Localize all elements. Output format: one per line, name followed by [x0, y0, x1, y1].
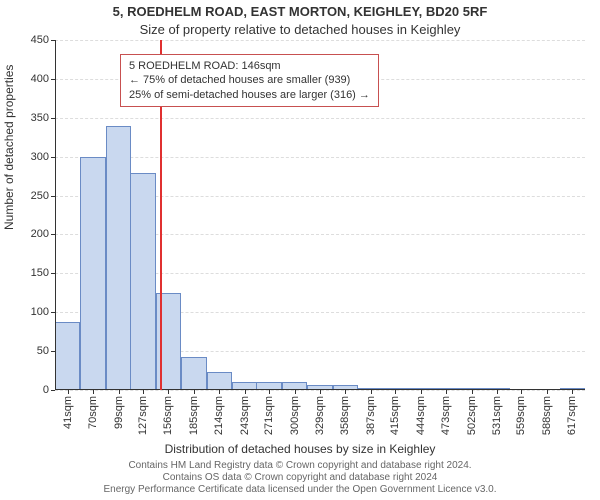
x-tick-mark	[371, 390, 372, 394]
chart-title-address: 5, ROEDHELM ROAD, EAST MORTON, KEIGHLEY,…	[0, 4, 600, 19]
x-tick-mark	[168, 390, 169, 394]
x-tick-mark	[345, 390, 346, 394]
x-tick-mark	[421, 390, 422, 394]
footer-line-3: Energy Performance Certificate data lice…	[0, 484, 600, 496]
y-axis-title: Number of detached properties	[2, 65, 16, 230]
x-tick-label: 444sqm	[415, 396, 427, 435]
x-tick-mark	[497, 390, 498, 394]
chart-container: 5, ROEDHELM ROAD, EAST MORTON, KEIGHLEY,…	[0, 0, 600, 500]
x-tick-mark	[143, 390, 144, 394]
x-tick-label: 41sqm	[62, 396, 74, 429]
annotation-callout: 5 ROEDHELM ROAD: 146sqm ← 75% of detache…	[120, 54, 379, 107]
x-tick-mark	[269, 390, 270, 394]
y-tick-label: 400	[31, 73, 55, 85]
annotation-layer: 5 ROEDHELM ROAD: 146sqm ← 75% of detache…	[55, 40, 585, 390]
x-tick-label: 502sqm	[466, 396, 478, 435]
x-tick-label: 214sqm	[213, 396, 225, 435]
x-axis-title: Distribution of detached houses by size …	[0, 442, 600, 456]
x-tick-label: 70sqm	[87, 396, 99, 429]
footer-line-2: Contains OS data © Crown copyright and d…	[0, 472, 600, 484]
x-tick-label: 531sqm	[491, 396, 503, 435]
x-tick-mark	[68, 390, 69, 394]
x-tick-label: 99sqm	[113, 396, 125, 429]
chart-subtitle: Size of property relative to detached ho…	[0, 22, 600, 37]
x-tick-label: 156sqm	[162, 396, 174, 435]
y-tick-label: 300	[31, 151, 55, 163]
y-tick-label: 250	[31, 190, 55, 202]
x-tick-label: 415sqm	[389, 396, 401, 435]
plot-area: 050100150200250300350400450 41sqm70sqm99…	[55, 40, 585, 390]
annotation-line-3: 25% of semi-detached houses are larger (…	[129, 88, 370, 102]
x-tick-label: 559sqm	[515, 396, 527, 435]
x-tick-mark	[547, 390, 548, 394]
annotation-line-1: 5 ROEDHELM ROAD: 146sqm	[129, 59, 370, 73]
x-tick-mark	[320, 390, 321, 394]
y-tick-label: 100	[31, 306, 55, 318]
annotation-line-2: ← 75% of detached houses are smaller (93…	[129, 73, 370, 87]
y-tick-label: 200	[31, 228, 55, 240]
x-tick-label: 329sqm	[314, 396, 326, 435]
x-tick-mark	[93, 390, 94, 394]
y-tick-label: 50	[37, 345, 55, 357]
x-tick-mark	[395, 390, 396, 394]
x-tick-mark	[219, 390, 220, 394]
y-tick-label: 350	[31, 112, 55, 124]
x-tick-label: 617sqm	[566, 396, 578, 435]
x-tick-label: 358sqm	[339, 396, 351, 435]
x-tick-mark	[446, 390, 447, 394]
x-tick-label: 588sqm	[541, 396, 553, 435]
footer-line-1: Contains HM Land Registry data © Crown c…	[0, 460, 600, 472]
chart-footer: Contains HM Land Registry data © Crown c…	[0, 460, 600, 496]
x-tick-label: 185sqm	[188, 396, 200, 435]
x-tick-label: 243sqm	[239, 396, 251, 435]
x-tick-mark	[295, 390, 296, 394]
y-tick-label: 150	[31, 267, 55, 279]
x-tick-mark	[572, 390, 573, 394]
x-tick-mark	[119, 390, 120, 394]
y-tick-label: 450	[31, 34, 55, 46]
x-tick-mark	[521, 390, 522, 394]
x-tick-label: 127sqm	[137, 396, 149, 435]
x-tick-mark	[194, 390, 195, 394]
x-tick-label: 473sqm	[440, 396, 452, 435]
x-tick-mark	[472, 390, 473, 394]
x-tick-mark	[245, 390, 246, 394]
x-tick-label: 300sqm	[289, 396, 301, 435]
y-tick-label: 0	[43, 384, 55, 396]
x-tick-label: 271sqm	[263, 396, 275, 435]
x-tick-label: 387sqm	[365, 396, 377, 435]
